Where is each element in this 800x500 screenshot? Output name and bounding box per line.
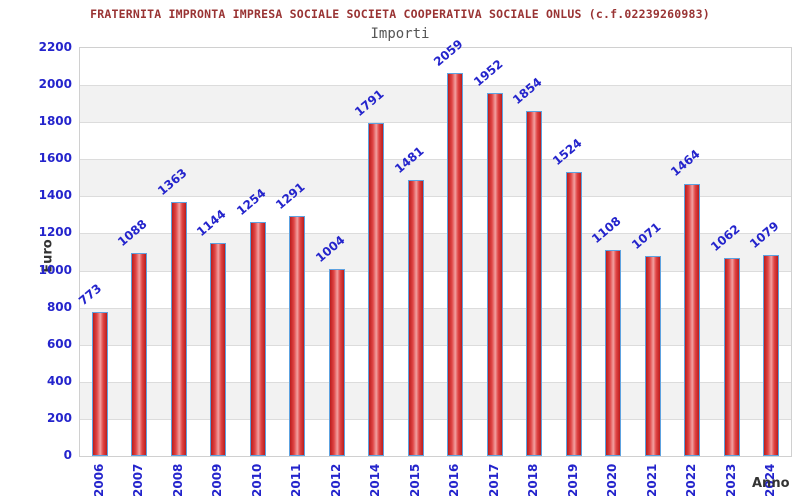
x-tick-label: 2009: [210, 463, 225, 497]
gridline: [80, 381, 791, 383]
bar: [565, 172, 582, 456]
x-tick-label: 2010: [249, 463, 264, 497]
plot-band: [80, 85, 791, 123]
bar: [763, 254, 780, 456]
gridline: [80, 159, 791, 161]
x-tick-label: 2007: [131, 463, 146, 497]
bar: [684, 183, 701, 456]
y-tick-label: 1000: [38, 262, 72, 277]
bar: [447, 73, 464, 456]
plot-band: [80, 233, 791, 271]
gridline: [80, 307, 791, 309]
plot-band: [80, 159, 791, 197]
y-tick-label: 200: [46, 410, 72, 425]
x-tick-label: 2018: [526, 463, 541, 497]
bar: [170, 202, 187, 456]
bar: [486, 93, 503, 456]
y-tick-label: 2200: [38, 40, 72, 54]
x-tick-label: 2014: [368, 463, 383, 497]
y-tick-label: 1600: [38, 151, 72, 166]
plot-area: 773 1088 1363 1144 1254 1291 1004 1791 1481 2059 1…: [75, 37, 792, 457]
bar: [249, 222, 266, 456]
bar: [723, 258, 740, 456]
plot-band: [80, 381, 791, 419]
bar: [526, 111, 543, 456]
y-tick-label: 1800: [38, 114, 72, 129]
x-tick-label: 2008: [170, 463, 185, 497]
y-tick-label: 1200: [38, 225, 72, 240]
gridline: [80, 122, 791, 124]
x-axis-title: Anno: [752, 476, 790, 491]
y-tick-label: 400: [46, 373, 72, 388]
chart-subtitle: Importi: [370, 26, 430, 42]
x-tick-label: 2016: [447, 463, 462, 497]
gridline: [80, 344, 791, 346]
y-tick-label: 800: [46, 299, 72, 314]
y-tick-label: 1400: [38, 188, 72, 203]
bar: [210, 242, 227, 456]
gridline: [80, 196, 791, 198]
x-tick-label: 2015: [407, 463, 422, 497]
plot-band: [80, 307, 791, 345]
x-tick-label: 2023: [723, 463, 738, 497]
chart-title: FRATERNITA IMPRONTA IMPRESA SOCIALE SOCI…: [90, 7, 710, 21]
x-tick-label: 2021: [644, 463, 659, 497]
x-tick-label: 2011: [289, 463, 304, 497]
gridline: [80, 233, 791, 235]
x-tick-label: 2017: [486, 463, 501, 497]
bar: [91, 311, 108, 456]
y-tick-label: 600: [46, 336, 72, 351]
x-tick-label: 2012: [328, 463, 343, 497]
gridline: [80, 85, 791, 87]
y-tick-label: 2000: [38, 77, 72, 92]
bar-value-label: 773: [75, 280, 104, 308]
gridline: [80, 418, 791, 420]
bar: [289, 215, 306, 456]
bar: [407, 180, 424, 456]
bar: [605, 249, 622, 456]
gridline: [80, 270, 791, 272]
x-tick-label: 2019: [565, 463, 580, 497]
x-tick-label: 2006: [91, 463, 106, 497]
bar: [368, 122, 385, 456]
x-tick-label: 2022: [684, 463, 699, 497]
bar: [131, 253, 148, 456]
bar: [644, 256, 661, 456]
bar: [328, 268, 345, 456]
x-tick-label: 2020: [605, 463, 620, 497]
y-tick-label: 0: [63, 448, 72, 462]
